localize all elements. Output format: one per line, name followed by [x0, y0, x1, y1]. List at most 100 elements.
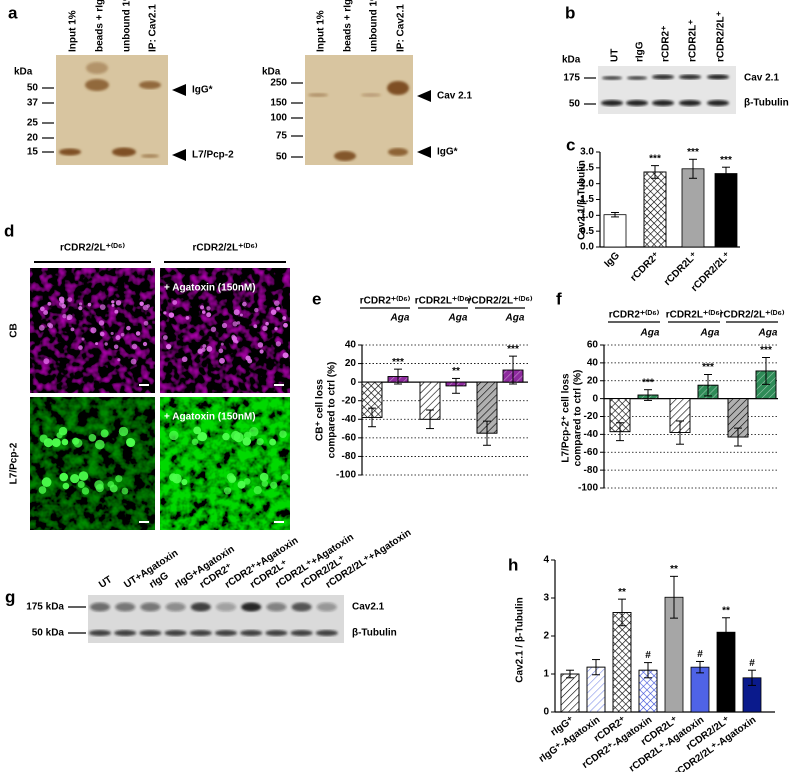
- cell: [78, 471, 89, 481]
- y-tick-label: -100: [336, 470, 356, 481]
- band: [141, 154, 159, 158]
- cell: [265, 321, 269, 326]
- kda-tick-label: 50: [569, 99, 581, 110]
- lane-label: beads + rIgG: [95, 0, 106, 52]
- inset-label: + Agatoxin (150nM): [164, 412, 256, 423]
- band: [86, 62, 108, 74]
- significance: ***: [702, 362, 714, 373]
- cell: [114, 309, 119, 314]
- target-label: Cav 2.1: [744, 73, 779, 84]
- band: [388, 148, 408, 156]
- lane-label: beads + rIgG: [343, 0, 354, 52]
- group-label: rCDR2⁺⁽ᴰ⁶⁾: [360, 296, 411, 307]
- cell: [243, 478, 251, 485]
- column-header: rCDR2/2L⁺⁽ᴰ⁶⁾: [60, 243, 125, 254]
- cell: [48, 323, 54, 329]
- group-label: rCDR2/2L⁺⁽ᴰ⁶⁾: [720, 310, 785, 321]
- y-tick-label: 0: [350, 377, 356, 388]
- band: [114, 630, 137, 636]
- band: [707, 74, 729, 80]
- y-tick-label: 40: [587, 358, 599, 369]
- y-tick-label: 0.5: [580, 226, 594, 237]
- cell: [59, 472, 69, 482]
- cell: [70, 327, 75, 332]
- band: [165, 602, 186, 612]
- cell: [94, 439, 105, 450]
- band: [89, 630, 111, 636]
- y-tick-label: -60: [342, 432, 357, 443]
- kda-tick-label: 175: [563, 73, 580, 84]
- band: [707, 100, 729, 106]
- significance: #: [697, 649, 703, 660]
- cell: [247, 358, 253, 364]
- category-label: Aga: [758, 328, 778, 339]
- y-axis-label: CB⁺ cell loss: [315, 379, 326, 441]
- band: [112, 147, 136, 157]
- y-tick-label: 3.0: [580, 147, 594, 158]
- kda-tick-label: 250: [270, 78, 287, 89]
- cell: [162, 335, 168, 340]
- y-tick-label: -100: [578, 483, 598, 494]
- y-tick-label: 2: [543, 631, 549, 642]
- lane-label: rCDR2⁺: [661, 26, 672, 62]
- panel-letter: e: [312, 289, 321, 308]
- category-label: Aga: [448, 313, 468, 324]
- arrow: [172, 84, 186, 96]
- cell: [242, 301, 247, 307]
- band: [679, 100, 701, 106]
- cell: [181, 356, 188, 363]
- cell: [191, 438, 199, 446]
- cell: [95, 342, 99, 346]
- category-label: Aga: [390, 313, 410, 324]
- band: [291, 602, 312, 612]
- kda-tick-label: 37: [27, 98, 39, 109]
- significance: ***: [642, 377, 654, 388]
- cell: [78, 345, 83, 350]
- cell: [78, 302, 83, 306]
- cell: [142, 341, 148, 347]
- cell: [235, 340, 239, 344]
- cell: [249, 427, 259, 437]
- cell: [62, 482, 70, 490]
- lane-label: rCDR2/2L⁺: [716, 11, 727, 62]
- y-axis-label: Cav2.1/β-Tubulin: [577, 160, 588, 240]
- y-tick-label: 1.0: [580, 210, 594, 221]
- significance: **: [722, 605, 730, 616]
- cell: [78, 306, 83, 311]
- bar: [690, 666, 710, 713]
- kda-tick-label: 150: [270, 98, 287, 109]
- target-label: IgG*: [437, 147, 458, 158]
- cell: [279, 430, 287, 439]
- cell: [219, 357, 225, 364]
- cell: [222, 432, 230, 441]
- cell: [110, 331, 114, 336]
- cell: [218, 348, 224, 354]
- micrograph-texture: [30, 397, 155, 530]
- arrow: [172, 149, 186, 161]
- band: [140, 602, 161, 612]
- cell: [281, 473, 289, 481]
- band: [59, 148, 81, 156]
- band: [240, 630, 263, 636]
- band: [361, 93, 381, 97]
- cell: [39, 306, 45, 312]
- cell: [233, 432, 244, 443]
- target-label: L7/Pcp-2: [192, 150, 234, 161]
- cell: [104, 342, 108, 346]
- cell: [274, 327, 278, 331]
- cell: [269, 438, 277, 446]
- cell: [146, 304, 150, 308]
- band: [308, 93, 328, 97]
- cell: [139, 301, 144, 306]
- band: [601, 100, 623, 106]
- target-label: β-Tubulin: [744, 98, 789, 109]
- y-tick-label: -20: [584, 411, 599, 422]
- band: [85, 79, 109, 91]
- cell: [70, 473, 80, 484]
- cell: [131, 343, 138, 350]
- band: [216, 602, 236, 612]
- cell: [67, 297, 73, 302]
- cell: [51, 438, 61, 448]
- panel-letter: c: [566, 135, 575, 154]
- cell: [197, 433, 205, 441]
